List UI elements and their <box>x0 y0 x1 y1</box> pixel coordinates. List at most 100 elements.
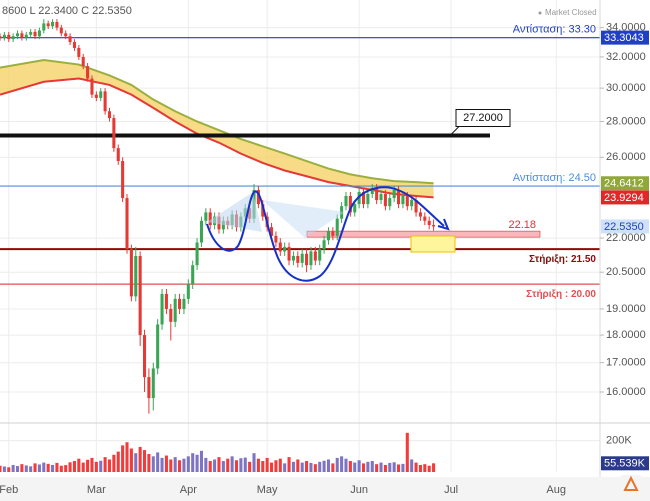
icon-shape[interactable] <box>623 475 639 491</box>
candle-body <box>191 265 195 285</box>
candle-body <box>147 377 151 399</box>
candle-body <box>379 193 383 201</box>
candle-body <box>361 191 366 205</box>
candle-body <box>37 30 41 37</box>
volume-bar <box>274 460 278 472</box>
candle-body <box>261 204 265 217</box>
candle-body <box>278 242 282 252</box>
candle-body <box>283 246 287 252</box>
price-tag-label: 33.3043 <box>604 32 644 44</box>
volume-bar <box>340 456 344 472</box>
volume-bar <box>86 459 90 472</box>
candle-body <box>72 42 76 48</box>
candle-body <box>121 161 125 199</box>
candle-body <box>59 27 63 34</box>
annotations <box>206 186 456 282</box>
volume-bar <box>121 445 125 472</box>
volume-bar <box>248 461 252 472</box>
candle-body <box>326 231 330 241</box>
candle-body <box>414 200 418 213</box>
volume-bar <box>331 463 335 472</box>
volume-bar <box>283 463 287 472</box>
volume-bar <box>81 462 85 472</box>
volume-bar <box>68 462 72 472</box>
volume-bar <box>2 466 6 472</box>
volume-bar <box>112 454 116 472</box>
price-tag-label: 22.5350 <box>604 221 644 233</box>
volume-bar <box>383 464 387 472</box>
settings-icon[interactable] <box>620 475 642 493</box>
grid <box>0 0 600 472</box>
candle-body <box>186 284 190 299</box>
volume-bar <box>186 456 190 472</box>
volume-bar <box>388 462 392 472</box>
candle-body <box>0 36 2 38</box>
volume-bar <box>348 461 352 472</box>
levels: Αντίσταση: 33.30 27.2000 Αντίσταση: 24.50 2… <box>0 24 600 300</box>
volume-bar <box>55 462 59 472</box>
volume-bar <box>37 464 41 472</box>
candle-body <box>418 212 422 217</box>
ma-band <box>0 59 434 198</box>
volume-bar <box>226 458 230 472</box>
pattern-triangle <box>207 192 262 232</box>
candle-body <box>331 231 335 236</box>
candle-body <box>29 31 33 35</box>
volume-bar <box>147 453 151 472</box>
candle-body <box>208 212 212 226</box>
y-tick-label: 22.0000 <box>606 232 646 244</box>
candle-body <box>291 255 295 261</box>
level-label: Στήριξη: 21.50 <box>529 254 596 265</box>
volume-bar <box>379 462 383 472</box>
candle-body <box>204 212 208 221</box>
volume-bar <box>138 446 142 472</box>
candle-body <box>296 255 300 263</box>
market-status: Market Closed <box>545 8 597 17</box>
volume-tag-label: 55.539K <box>604 458 646 470</box>
volume-bar <box>107 459 112 472</box>
volume-tick-label: 200K <box>606 435 632 447</box>
volume-bar <box>261 461 265 472</box>
volume-bar <box>160 457 164 472</box>
y-tick-label: 32.0000 <box>606 51 646 63</box>
level-label: Αντίσταση: 24.50 <box>513 172 596 184</box>
candle-body <box>344 196 348 207</box>
x-tick-label: Aug <box>546 484 566 496</box>
candle-body <box>274 235 278 243</box>
callout-box <box>455 109 511 128</box>
volume-bar <box>410 459 414 472</box>
volume-bar <box>90 457 94 472</box>
level-label: 27.2000 <box>463 112 503 124</box>
candle-body <box>42 23 46 31</box>
status-dot <box>538 11 542 15</box>
candle-body <box>318 249 322 261</box>
volume-bar <box>335 457 339 472</box>
moving-average <box>0 58 434 185</box>
candle-body <box>397 190 401 205</box>
candle-body <box>24 34 28 38</box>
volume-bar <box>234 460 239 472</box>
level-label: 22.18 <box>508 219 536 231</box>
y-tick-label: 30.0000 <box>606 82 646 94</box>
volume-bar <box>300 462 304 472</box>
volume-bar <box>357 460 361 472</box>
volume-bar <box>414 462 418 472</box>
x-tick-label: Apr <box>180 484 197 496</box>
volume-bar <box>239 458 243 472</box>
candle-body <box>432 225 436 227</box>
volume-bar <box>326 459 330 472</box>
candle-body <box>383 193 387 207</box>
x-tick-label: Jun <box>350 484 368 496</box>
candle-body <box>151 368 155 399</box>
volume-bar <box>182 458 186 472</box>
volume-bar <box>309 462 313 472</box>
volume-bar <box>208 461 212 472</box>
volume-bar <box>77 458 81 472</box>
volume-bar <box>344 458 348 472</box>
volume-bar <box>103 457 107 472</box>
volume-bar <box>15 466 20 472</box>
candle-body <box>77 47 81 57</box>
candle-body <box>99 91 103 98</box>
candle-body <box>125 198 129 250</box>
